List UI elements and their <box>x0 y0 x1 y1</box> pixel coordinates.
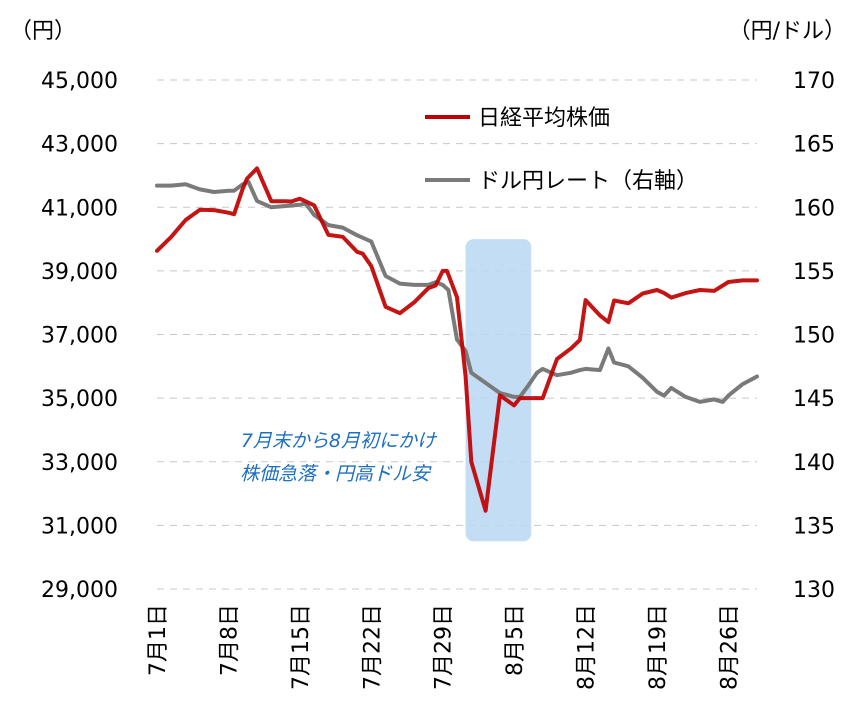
x-tick-label: 8月5日 <box>503 604 528 676</box>
left-axis-unit-label: （円） <box>10 19 76 44</box>
legend-label-usdjpy: ドル円レート（右軸） <box>478 169 698 194</box>
x-tick-label: 8月26日 <box>717 604 742 690</box>
y-right-tick-label: 135 <box>793 514 835 539</box>
x-axis: 7月1日 7月8日 7月15日 7月22日 7月29日 8月5日 8月12日 8月19日 8月2… <box>146 604 742 690</box>
y-left-tick-label: 45,000 <box>41 69 118 94</box>
y-right-tick-label: 130 <box>793 578 835 603</box>
y-left-tick-label: 39,000 <box>41 260 118 285</box>
x-tick-label: 7月29日 <box>432 604 457 690</box>
y-left-tick-label: 33,000 <box>41 451 118 476</box>
x-tick-label: 8月12日 <box>575 604 600 690</box>
x-tick-label: 7月22日 <box>360 604 385 690</box>
y-right-tick-label: 160 <box>793 196 835 221</box>
y-right-tick-label: 150 <box>793 324 835 349</box>
series-line-nikkei <box>155 166 759 513</box>
y-left-tick-label: 35,000 <box>41 387 118 412</box>
left-y-axis: 45,000 43,000 41,000 39,000 37,000 35,000 33,0… <box>41 69 118 603</box>
legend: 日経平均株価 ドル円レート（右軸） <box>425 106 698 194</box>
y-left-tick-label: 43,000 <box>41 133 118 158</box>
annotation-line-1: 7月末から8月初にかけ <box>241 430 438 452</box>
y-right-tick-label: 145 <box>793 387 835 412</box>
annotation-line-2: 株価急落・円高ドル安 <box>240 463 432 485</box>
x-tick-label: 7月8日 <box>217 604 242 676</box>
x-tick-label: 7月1日 <box>146 604 171 676</box>
y-right-tick-label: 140 <box>793 451 835 476</box>
annotation: 7月末から8月初にかけ 株価急落・円高ドル安 <box>240 430 438 485</box>
y-left-tick-label: 29,000 <box>41 578 118 603</box>
y-left-tick-label: 37,000 <box>41 324 118 349</box>
y-right-tick-label: 155 <box>793 260 835 285</box>
gridlines <box>157 79 757 590</box>
right-axis-unit-label: （円/ドル） <box>729 19 846 44</box>
x-tick-label: 7月15日 <box>289 604 314 690</box>
y-right-tick-label: 165 <box>793 133 835 158</box>
y-left-tick-label: 31,000 <box>41 514 118 539</box>
y-left-tick-label: 41,000 <box>41 196 118 221</box>
right-y-axis: 170 165 160 155 150 145 140 135 130 <box>793 69 835 603</box>
legend-label-nikkei: 日経平均株価 <box>478 106 610 131</box>
series-line-usdjpy <box>155 179 759 404</box>
series-layer <box>155 166 759 513</box>
x-tick-label: 8月19日 <box>646 604 671 690</box>
y-right-tick-label: 170 <box>793 69 835 94</box>
